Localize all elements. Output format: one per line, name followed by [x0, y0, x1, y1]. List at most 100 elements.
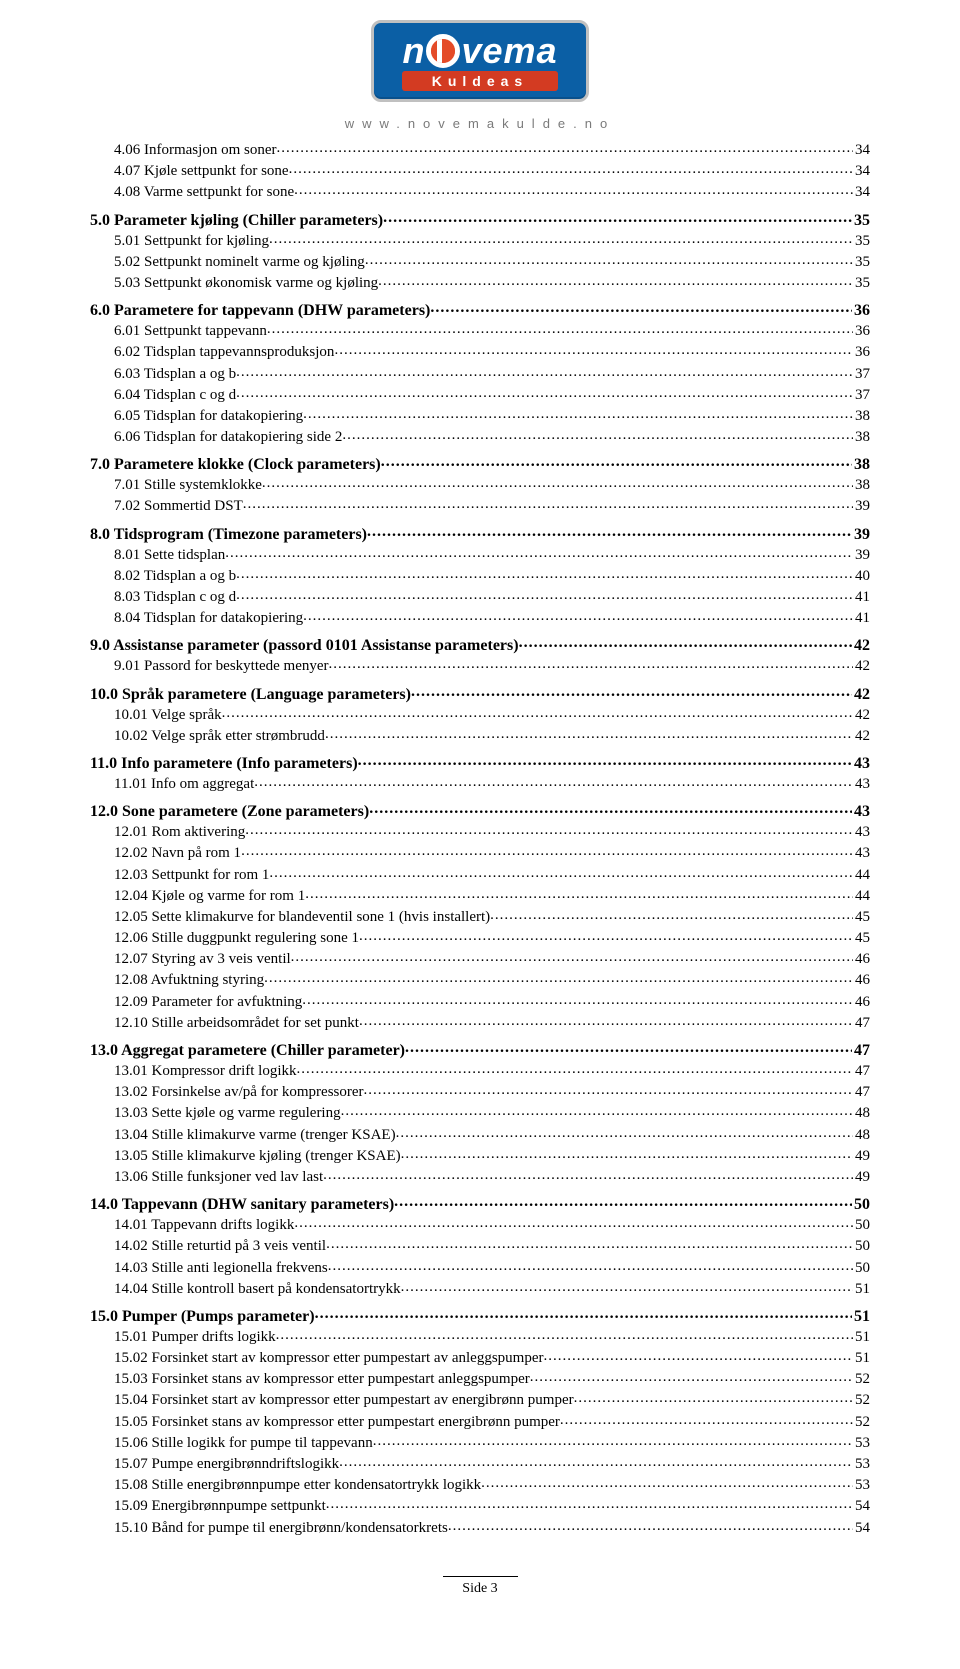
toc-leader-dots — [329, 655, 853, 670]
toc-label: 12.05 Sette klimakurve for blandeventil … — [114, 908, 490, 927]
brand-wordmark: n vema — [402, 33, 557, 69]
toc-page-number: 42 — [853, 727, 870, 746]
toc-leader-dots — [296, 1060, 853, 1075]
toc-entry: 13.03 Sette kjøle og varme regulering 48 — [90, 1102, 870, 1123]
toc-entry: 4.08 Varme settpunkt for sone 34 — [90, 181, 870, 202]
toc-label: 15.04 Forsinket start av kompressor ette… — [114, 1391, 574, 1410]
toc-page-number: 52 — [853, 1370, 870, 1389]
toc-entry: 15.07 Pumpe energibrønndriftslogikk 53 — [90, 1453, 870, 1474]
toc-page-number: 42 — [852, 637, 870, 655]
toc-page-number: 47 — [853, 1062, 870, 1081]
toc-entry: 15.06 Stille logikk for pumpe til tappev… — [90, 1432, 870, 1453]
toc-entry: 6.06 Tidsplan for datakopiering side 2 3… — [90, 426, 870, 447]
toc-leader-dots — [323, 1166, 853, 1181]
toc-page-number: 43 — [853, 844, 870, 863]
toc-heading: 5.0 Parameter kjøling (Chiller parameter… — [90, 209, 870, 230]
toc-entry: 5.01 Settpunkt for kjøling 35 — [90, 230, 870, 251]
toc-leader-dots — [544, 1347, 854, 1362]
toc-page-number: 41 — [853, 609, 870, 628]
toc-page-number: 47 — [853, 1083, 870, 1102]
toc-leader-dots — [490, 906, 853, 921]
toc-page-number: 39 — [853, 546, 870, 565]
toc-label: 14.02 Stille returtid på 3 veis ventil — [114, 1237, 326, 1256]
toc-entry: 4.06 Informasjon om soner 34 — [90, 139, 870, 160]
toc-entry: 14.03 Stille anti legionella frekvens 50 — [90, 1257, 870, 1278]
toc-leader-dots — [430, 299, 852, 315]
toc-entry: 7.01 Stille systemklokke 38 — [90, 474, 870, 495]
toc-leader-dots — [267, 320, 853, 335]
toc-leader-dots — [328, 1257, 853, 1272]
toc-heading: 13.0 Aggregat parametere (Chiller parame… — [90, 1039, 870, 1060]
toc-leader-dots — [315, 1305, 852, 1321]
toc-label: 13.03 Sette kjøle og varme regulering — [114, 1104, 341, 1123]
toc-leader-dots — [401, 1278, 853, 1293]
toc-page-number: 48 — [853, 1104, 870, 1123]
toc-entry: 12.02 Navn på rom 1 43 — [90, 842, 870, 863]
toc-entry: 10.01 Velge språk 42 — [90, 704, 870, 725]
brand-o-icon — [426, 34, 460, 68]
toc-leader-dots — [303, 405, 853, 420]
toc-heading: 8.0 Tidsprogram (Timezone parameters) 39 — [90, 523, 870, 544]
toc-label: 12.0 Sone parametere (Zone parameters) — [90, 803, 369, 821]
toc-label: 10.0 Språk parametere (Language paramete… — [90, 686, 411, 704]
toc-label: 9.01 Passord for beskyttede menyer — [114, 657, 329, 676]
header-url: www.novemakulde.no — [0, 116, 960, 131]
toc-entry: 8.03 Tidsplan c og d 41 — [90, 586, 870, 607]
toc-label: 4.06 Informasjon om soner — [114, 141, 276, 160]
toc-leader-dots — [264, 969, 853, 984]
toc-entry: 14.01 Tappevann drifts logikk 50 — [90, 1214, 870, 1235]
toc-label: 13.04 Stille klimakurve varme (trenger K… — [114, 1126, 396, 1145]
toc-leader-dots — [574, 1389, 853, 1404]
toc-leader-dots — [383, 209, 852, 225]
toc-leader-dots — [269, 864, 853, 879]
toc-leader-dots — [236, 363, 853, 378]
toc-page-number: 46 — [853, 950, 870, 969]
toc-label: 12.04 Kjøle og varme for rom 1 — [114, 887, 305, 906]
toc-leader-dots — [373, 1432, 853, 1447]
toc-entry: 13.06 Stille funksjoner ved lav last 49 — [90, 1166, 870, 1187]
toc-entry: 5.03 Settpunkt økonomisk varme og kjølin… — [90, 272, 870, 293]
toc-page-number: 41 — [853, 588, 870, 607]
toc-label: 13.02 Forsinkelse av/på for kompressorer — [114, 1083, 364, 1102]
toc-page-number: 37 — [853, 386, 870, 405]
toc-entry: 12.08 Avfuktning styring 46 — [90, 969, 870, 990]
toc-label: 15.09 Energibrønnpumpe settpunkt — [114, 1497, 326, 1516]
toc-entry: 15.05 Forsinket stans av kompressor ette… — [90, 1411, 870, 1432]
toc-leader-dots — [530, 1368, 853, 1383]
toc-page-number: 49 — [853, 1168, 870, 1187]
toc-heading: 6.0 Parametere for tappevann (DHW parame… — [90, 299, 870, 320]
table-of-contents: 4.06 Informasjon om soner 344.07 Kjøle s… — [90, 139, 870, 1538]
toc-label: 6.05 Tidsplan for datakopiering — [114, 407, 303, 426]
toc-label: 7.01 Stille systemklokke — [114, 476, 262, 495]
toc-page-number: 47 — [852, 1042, 870, 1060]
toc-entry: 15.08 Stille energibrønnpumpe etter kond… — [90, 1474, 870, 1495]
toc-page-number: 48 — [853, 1126, 870, 1145]
toc-label: 6.01 Settpunkt tappevann — [114, 322, 267, 341]
toc-leader-dots — [294, 1214, 853, 1229]
toc-page-number: 42 — [853, 706, 870, 725]
toc-label: 12.03 Settpunkt for rom 1 — [114, 866, 269, 885]
brand-letter-n: n — [402, 33, 425, 69]
toc-entry: 12.03 Settpunkt for rom 1 44 — [90, 864, 870, 885]
toc-entry: 12.06 Stille duggpunkt regulering sone 1… — [90, 927, 870, 948]
toc-leader-dots — [245, 821, 853, 836]
toc-page-number: 34 — [853, 162, 870, 181]
toc-label: 4.07 Kjøle settpunkt for sone — [114, 162, 289, 181]
toc-page-number: 51 — [853, 1280, 870, 1299]
toc-leader-dots — [405, 1039, 852, 1055]
toc-entry: 12.07 Styring av 3 veis ventil 46 — [90, 948, 870, 969]
toc-leader-dots — [369, 800, 852, 816]
toc-entry: 4.07 Kjøle settpunkt for sone 34 — [90, 160, 870, 181]
toc-label: 5.0 Parameter kjøling (Chiller parameter… — [90, 212, 383, 230]
toc-label: 15.03 Forsinket stans av kompressor ette… — [114, 1370, 530, 1389]
toc-label: 12.01 Rom aktivering — [114, 823, 245, 842]
toc-label: 6.04 Tidsplan c og d — [114, 386, 236, 405]
toc-label: 8.03 Tidsplan c og d — [114, 588, 236, 607]
toc-leader-dots — [519, 634, 852, 650]
toc-leader-dots — [243, 495, 853, 510]
toc-page-number: 38 — [852, 456, 870, 474]
toc-entry: 13.05 Stille klimakurve kjøling (trenger… — [90, 1145, 870, 1166]
toc-page-number: 45 — [853, 929, 870, 948]
toc-entry: 6.03 Tidsplan a og b 37 — [90, 363, 870, 384]
toc-label: 5.03 Settpunkt økonomisk varme og kjølin… — [114, 274, 378, 293]
